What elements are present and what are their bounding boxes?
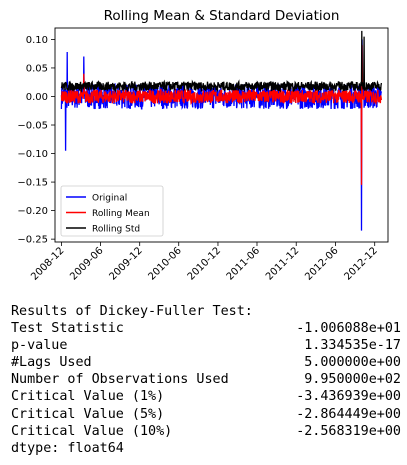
results-label: p-value [11, 338, 68, 354]
y-tick-label: −0.25 [17, 235, 48, 246]
x-tick-label: 2011-12 [264, 245, 301, 282]
y-tick-label: 0.05 [26, 63, 48, 74]
results-label: Critical Value (10%) [11, 423, 173, 439]
y-tick-label: −0.05 [17, 121, 48, 132]
y-tick-label: 0.10 [26, 35, 48, 46]
chart-title: Rolling Mean & Standard Deviation [104, 8, 340, 24]
results-label: Number of Observations Used [11, 372, 229, 388]
x-tick-label: 2011-06 [225, 245, 262, 282]
series-line [60, 30, 383, 93]
results-rows: Test Statistic -1.006088e+01 p-value 1.334… [11, 320, 401, 440]
results-value: -2.568319e+00 [296, 423, 401, 439]
results-label: #Lags Used [11, 355, 92, 371]
chart-legend: Original Rolling Mean Rolling Std [60, 185, 164, 237]
results-label: Critical Value (5%) [11, 406, 165, 422]
x-tick-label: 2009-06 [68, 245, 105, 282]
y-tick-label: −0.20 [17, 206, 48, 217]
x-tick-label: 2010-12 [186, 245, 223, 282]
results-value: -3.436939e+00 [296, 389, 401, 405]
results-label: Test Statistic [11, 321, 124, 337]
chart-area: Rolling Mean & Standard Deviation 0.10 0.0… [17, 8, 389, 283]
results-row: Number of Observations Used 9.950000e+02 [11, 371, 401, 388]
x-tick-label: 2010-06 [147, 245, 184, 282]
results-row: Critical Value (5%) -2.864449e+00 [11, 406, 401, 423]
results-row: #Lags Used 5.000000e+00 [11, 354, 401, 371]
results-value: -2.864449e+00 [296, 406, 401, 422]
results-header: Results of Dickey-Fuller Test: [11, 304, 253, 319]
legend-label: Rolling Std [92, 225, 140, 235]
results-value: 1.334535e-17 [304, 338, 401, 354]
results-value: -1.006088e+01 [296, 321, 401, 337]
results-value: 9.950000e+02 [304, 372, 401, 388]
legend-label: Rolling Mean [92, 209, 150, 219]
results-label: Critical Value (1%) [11, 389, 165, 405]
results-dtype: dtype: float64 [11, 440, 124, 456]
legend-label: Original [92, 194, 127, 204]
results-value: 5.000000e+00 [304, 355, 401, 371]
plot-frame [54, 27, 389, 243]
series-group [60, 30, 383, 231]
x-tick-label: 2012-12 [342, 245, 379, 282]
y-tick-label: 0.00 [26, 92, 48, 103]
series-line [60, 45, 383, 185]
y-tick-label: −0.10 [17, 149, 48, 160]
x-tick-label: 2008-12 [29, 245, 66, 282]
dickey-fuller-results: Results of Dickey-Fuller Test: Test Stat… [11, 303, 401, 457]
legend-box [60, 185, 164, 237]
results-row: p-value 1.334535e-17 [11, 337, 401, 354]
results-row: Test Statistic -1.006088e+01 [11, 320, 401, 337]
results-row: Critical Value (10%) -2.568319e+00 [11, 423, 401, 440]
rolling-stats-chart: Rolling Mean & Standard Deviation 0.10 0.0… [17, 8, 389, 283]
x-tick-label: 2012-06 [303, 245, 340, 282]
x-tick-label: 2009-12 [107, 245, 144, 282]
results-row: Critical Value (1%) -3.436939e+00 [11, 388, 401, 405]
y-tick-label: −0.15 [17, 178, 48, 189]
